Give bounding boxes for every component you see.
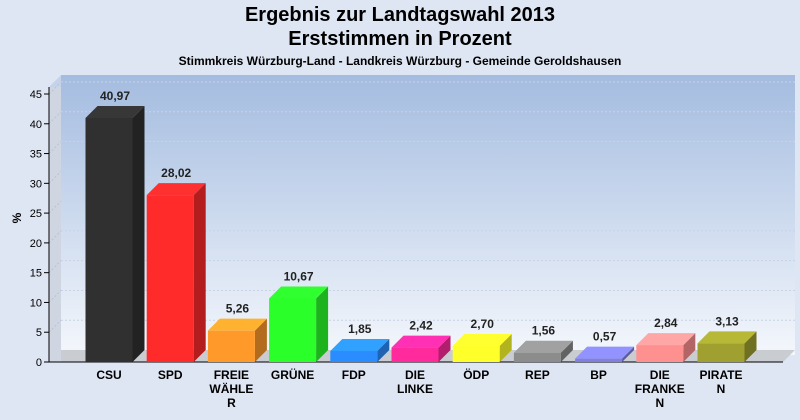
x-tick-label: ÖDP: [463, 367, 489, 382]
x-tick-label: DIE FRANKE N: [635, 368, 685, 410]
bar-top: [513, 340, 573, 353]
gridline-wall: [48, 230, 62, 244]
bar-front: [513, 352, 561, 362]
x-tick-label: PIRATE N: [699, 368, 742, 396]
chart-caption: Stimmkreis Würzburg-Land - Landkreis Wür…: [178, 54, 622, 68]
bar-side: [438, 335, 451, 362]
bar: [207, 318, 267, 362]
gridline-wall: [48, 260, 62, 274]
gridline-wall: [48, 170, 62, 184]
bar-front: [269, 298, 317, 362]
gridline-wall: [48, 81, 62, 95]
bar-front: [146, 195, 194, 362]
data-label: 40,97: [100, 89, 130, 103]
data-label: 0,57: [593, 330, 617, 344]
data-label: 1,85: [348, 322, 372, 336]
bar: [697, 331, 757, 362]
gridline-wall: [48, 141, 62, 154]
chart-subtitle: Erststimmen in Prozent: [288, 28, 512, 50]
bar: [513, 340, 573, 362]
data-label: 2,42: [409, 319, 433, 333]
chart-title: Ergebnis zur Landtagswahl 2013: [244, 4, 556, 26]
bar-top: [452, 333, 512, 346]
bar-top: [146, 183, 206, 196]
y-tick-label: 35: [30, 149, 42, 161]
bar-top: [85, 106, 145, 119]
bar: [269, 286, 329, 362]
y-tick-label: 40: [30, 119, 42, 131]
bar-top: [207, 318, 267, 331]
bar: [636, 333, 696, 362]
data-label: 5,26: [226, 302, 250, 316]
x-tick-label: SPD: [158, 368, 183, 382]
y-tick-label: 5: [36, 327, 42, 339]
x-tick-label: GRÜNE: [271, 367, 314, 382]
bar-side: [683, 333, 696, 362]
data-label: 10,67: [284, 269, 314, 283]
bar-side: [560, 340, 573, 362]
x-tick-label: DIE LINKE: [397, 368, 433, 396]
y-tick-label: 20: [30, 238, 42, 250]
data-label: 3,13: [715, 314, 739, 328]
y-tick-label: 15: [30, 268, 42, 280]
bar: [146, 183, 206, 362]
y-tick-label: 45: [30, 89, 42, 101]
bar-top: [636, 333, 696, 346]
bar-front: [575, 358, 623, 362]
bar-top: [575, 346, 635, 359]
bar: [575, 346, 635, 362]
data-label: 2,84: [654, 316, 678, 330]
gridline-wall: [48, 319, 62, 333]
data-label: 1,56: [532, 324, 556, 338]
bar-front: [391, 347, 439, 362]
y-tick-label: 25: [30, 208, 42, 220]
bar-front: [85, 118, 133, 362]
y-tick-label: 30: [30, 178, 42, 190]
x-tick-label: CSU: [96, 368, 121, 382]
gridline-wall: [48, 111, 62, 125]
x-tick-label: REP: [525, 368, 550, 382]
gridline-wall: [48, 200, 62, 214]
bar-side: [377, 338, 390, 362]
bar: [330, 338, 390, 362]
gridline-wall: [48, 290, 62, 303]
x-tick-label: FDP: [342, 368, 366, 382]
y-tick-label: 0: [36, 357, 42, 369]
y-tick-label: 10: [30, 297, 42, 309]
bar: [391, 335, 451, 362]
bar-side: [132, 106, 145, 363]
plot-left-wall: [49, 87, 61, 362]
data-label: 28,02: [161, 166, 191, 180]
bar: [452, 333, 512, 362]
x-tick-label: FREIE WÄHLE R: [209, 368, 253, 410]
bar-side: [499, 333, 512, 362]
bar-side: [254, 318, 267, 362]
bar-front: [697, 343, 745, 362]
y-axis-label: %: [10, 212, 24, 223]
bar-side: [744, 331, 757, 362]
bar-side: [316, 286, 329, 362]
bar-top: [391, 335, 451, 348]
bar-front: [636, 345, 684, 362]
bar-front: [207, 330, 255, 362]
bar-top: [330, 338, 390, 351]
bar-front: [452, 345, 500, 362]
bar-side: [193, 183, 206, 362]
bar-front: [330, 350, 378, 362]
bar: [85, 106, 145, 363]
x-tick-label: BP: [590, 368, 607, 382]
bar-top: [697, 331, 757, 344]
bar-side: [622, 346, 635, 362]
bar-top: [269, 286, 329, 299]
data-label: 2,70: [471, 317, 495, 331]
